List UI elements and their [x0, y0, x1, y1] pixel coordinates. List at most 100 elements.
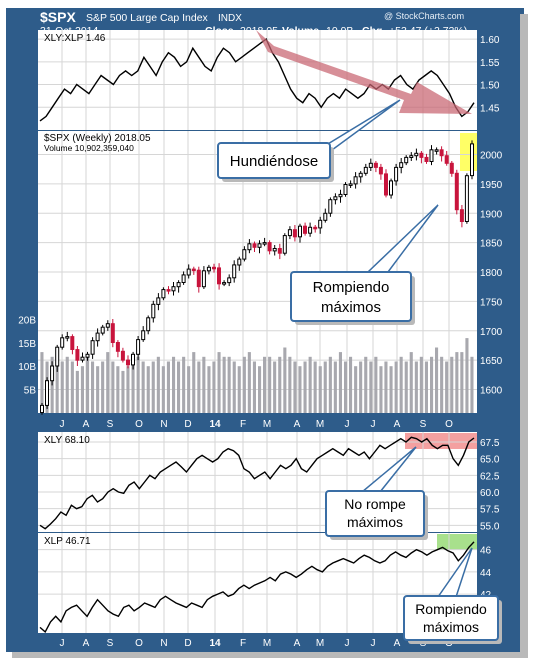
volume-bar-34 [212, 361, 216, 413]
volume-bar-72 [404, 361, 408, 413]
candle-body-29 [186, 268, 191, 276]
volume-bar-37 [227, 356, 231, 413]
candle-body-1 [45, 380, 49, 406]
volume-bar-28 [182, 356, 186, 413]
spx-ytick-7: 1650 [480, 356, 503, 367]
volume-bar-41 [247, 352, 251, 413]
candle-body-42 [252, 243, 257, 248]
spx-ytick-5: 1750 [480, 297, 503, 308]
xly-series-line [39, 436, 475, 530]
month-label-top-13: A [394, 419, 401, 430]
candle-body-8 [80, 356, 85, 361]
volume-bar-16 [121, 370, 125, 413]
candle-body-69 [389, 180, 393, 196]
volume-bar-48 [283, 347, 287, 413]
volume-bar-6 [70, 361, 74, 413]
volume-bar-76 [424, 361, 428, 413]
month-label-bottom-10: M [316, 638, 324, 649]
watermark: @ StockCharts.com [384, 11, 464, 21]
volume-bar-43 [258, 366, 262, 413]
candle-body-36 [222, 282, 227, 285]
callout-rompiendo-spx-line1: Rompiendo [313, 279, 390, 296]
volume-bar-5 [65, 356, 69, 413]
volume-bar-73 [409, 352, 413, 413]
candle-body-78 [434, 149, 439, 152]
candle-body-26 [171, 286, 176, 292]
candle-body-44 [262, 242, 267, 245]
candle-body-21 [146, 317, 151, 332]
volume-bar-51 [298, 366, 302, 413]
candle-body-56 [323, 212, 328, 221]
candle-body-67 [378, 166, 383, 175]
month-label-bottom-1: A [83, 638, 90, 649]
callout-rompiendo-xlp: Rompiendo máximos [403, 547, 502, 644]
volume-bar-17 [126, 366, 130, 413]
callout-rompiendo-spx-box [290, 271, 412, 322]
month-label-top-5: D [184, 419, 191, 430]
volume-bar-67 [379, 366, 383, 413]
month-label-bottom-4: N [160, 638, 167, 649]
candle-body-34 [212, 266, 216, 270]
volume-bar-56 [323, 361, 327, 413]
month-label-bottom-7: F [240, 638, 246, 649]
candle-body-46 [272, 248, 277, 252]
candle-body-74 [414, 152, 419, 157]
candle-body-2 [50, 365, 55, 382]
volume-bar-29 [187, 366, 191, 413]
candle-body-7 [75, 349, 80, 361]
candle-body-13 [105, 323, 110, 328]
candle-body-71 [399, 162, 404, 168]
volume-bar-15 [116, 366, 120, 413]
month-label-top-7: F [240, 419, 246, 430]
volume-bar-26 [172, 356, 176, 413]
volume-bar-4 [60, 361, 64, 413]
candle-body-3 [55, 346, 60, 367]
xly-ytick-1: 65.0 [480, 455, 500, 466]
volume-bar-74 [414, 361, 418, 413]
candle-body-59 [338, 193, 343, 198]
candle-body-32 [201, 270, 206, 288]
xlp-panel-title: XLP 46.71 [44, 536, 91, 547]
candle-body-39 [237, 258, 242, 266]
spx-panel-title: $SPX (Weekly) 2018.05 [44, 133, 151, 144]
candle-body-31 [196, 269, 201, 288]
month-label-top-0: J [60, 419, 65, 430]
candle-body-14 [110, 323, 115, 344]
candle-body-41 [247, 243, 252, 251]
volume-bar-10 [91, 361, 95, 413]
volume-bar-79 [440, 356, 444, 413]
volume-bar-81 [450, 356, 454, 413]
candle-body-65 [368, 162, 373, 168]
volume-bar-19 [136, 356, 140, 413]
month-label-bottom-3: O [135, 638, 143, 649]
month-label-top-2: S [107, 419, 114, 430]
candle-body-43 [257, 243, 262, 248]
volume-bar-45 [268, 356, 272, 413]
candle-body-19 [136, 339, 141, 355]
volume-ytick-0: 20B [18, 315, 36, 326]
candle-body-72 [404, 156, 409, 164]
volume-bar-0 [40, 352, 44, 413]
volume-bar-85 [470, 356, 474, 413]
candle-body-18 [131, 353, 135, 366]
callout-hundiendose-box [217, 142, 331, 179]
callout-no-rompe-line1: No rompe [344, 496, 406, 512]
volume-bar-63 [359, 361, 363, 413]
trend-arrow [256, 30, 472, 114]
candle-body-49 [287, 229, 292, 237]
exchange-label: INDX [218, 13, 242, 24]
candle-body-62 [353, 176, 358, 185]
volume-bar-9 [86, 356, 90, 413]
volume-bar-54 [313, 361, 317, 413]
month-label-top-4: N [160, 419, 167, 430]
month-label-top-9: A [294, 419, 301, 430]
candle-body-27 [176, 282, 181, 288]
volume-bar-35 [217, 352, 221, 413]
volume-bar-80 [445, 361, 449, 413]
candle-body-60 [343, 184, 348, 195]
spx-ytick-1: 1950 [480, 180, 503, 191]
volume-bar-12 [101, 361, 105, 413]
volume-bar-18 [131, 361, 135, 413]
volume-bar-25 [166, 361, 170, 413]
